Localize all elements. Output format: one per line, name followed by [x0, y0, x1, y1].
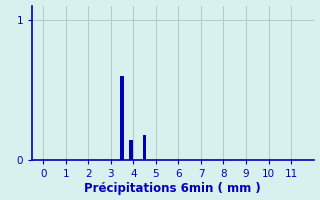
Bar	[143, 135, 146, 160]
X-axis label: Précipitations 6min ( mm ): Précipitations 6min ( mm )	[84, 182, 261, 195]
Bar	[120, 76, 124, 160]
Bar	[129, 140, 133, 160]
